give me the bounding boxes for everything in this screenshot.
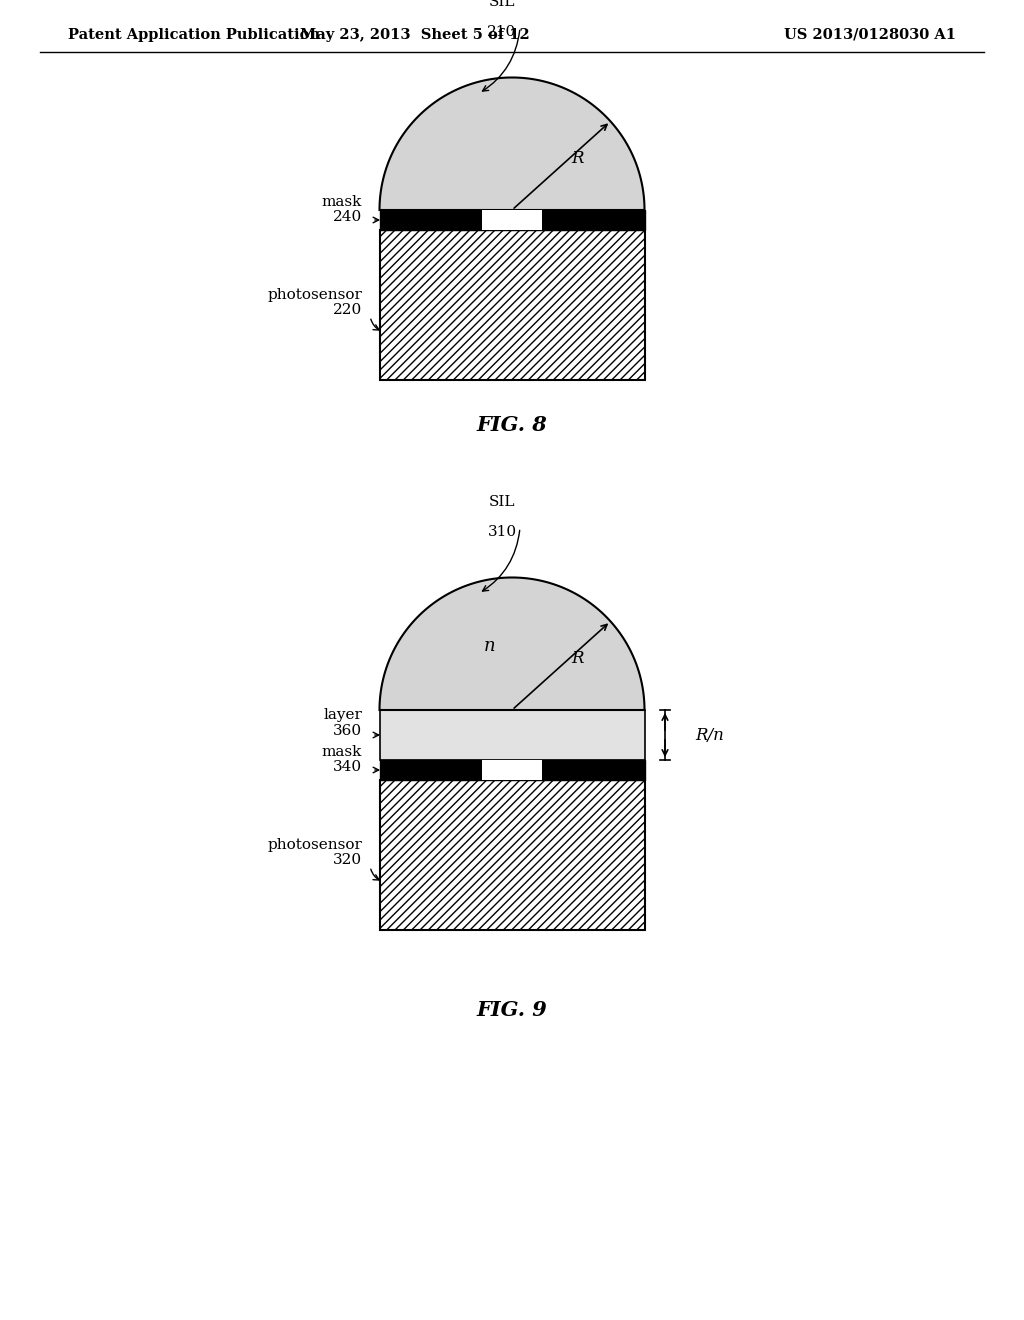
- Text: R/n: R/n: [695, 726, 724, 743]
- Text: 360: 360: [333, 723, 362, 738]
- Bar: [380, 710, 645, 760]
- Polygon shape: [380, 578, 644, 710]
- Text: 340: 340: [333, 760, 362, 774]
- Bar: [482, 760, 542, 780]
- Text: SIL: SIL: [488, 0, 515, 9]
- Text: photosensor: photosensor: [267, 288, 362, 301]
- Text: 220: 220: [333, 304, 362, 318]
- Text: US 2013/0128030 A1: US 2013/0128030 A1: [784, 28, 956, 42]
- Text: n: n: [484, 638, 496, 656]
- Bar: [380, 210, 645, 230]
- Text: R: R: [570, 150, 584, 168]
- Text: Patent Application Publication: Patent Application Publication: [68, 28, 319, 42]
- Text: photosensor: photosensor: [267, 837, 362, 851]
- Polygon shape: [380, 78, 644, 210]
- Bar: [482, 210, 542, 230]
- Bar: [380, 230, 645, 380]
- Bar: [380, 760, 645, 780]
- Text: R: R: [570, 649, 584, 667]
- Text: mask: mask: [322, 195, 362, 209]
- Text: 240: 240: [333, 210, 362, 224]
- Text: 210: 210: [487, 25, 517, 40]
- Text: May 23, 2013  Sheet 5 of 12: May 23, 2013 Sheet 5 of 12: [300, 28, 529, 42]
- Bar: [380, 780, 645, 931]
- Text: layer: layer: [324, 708, 362, 722]
- Text: SIL: SIL: [488, 495, 515, 510]
- Text: FIG. 9: FIG. 9: [476, 1001, 548, 1020]
- Text: FIG. 8: FIG. 8: [476, 414, 548, 436]
- Text: 310: 310: [487, 525, 516, 540]
- Text: 320: 320: [333, 854, 362, 867]
- Text: mask: mask: [322, 744, 362, 759]
